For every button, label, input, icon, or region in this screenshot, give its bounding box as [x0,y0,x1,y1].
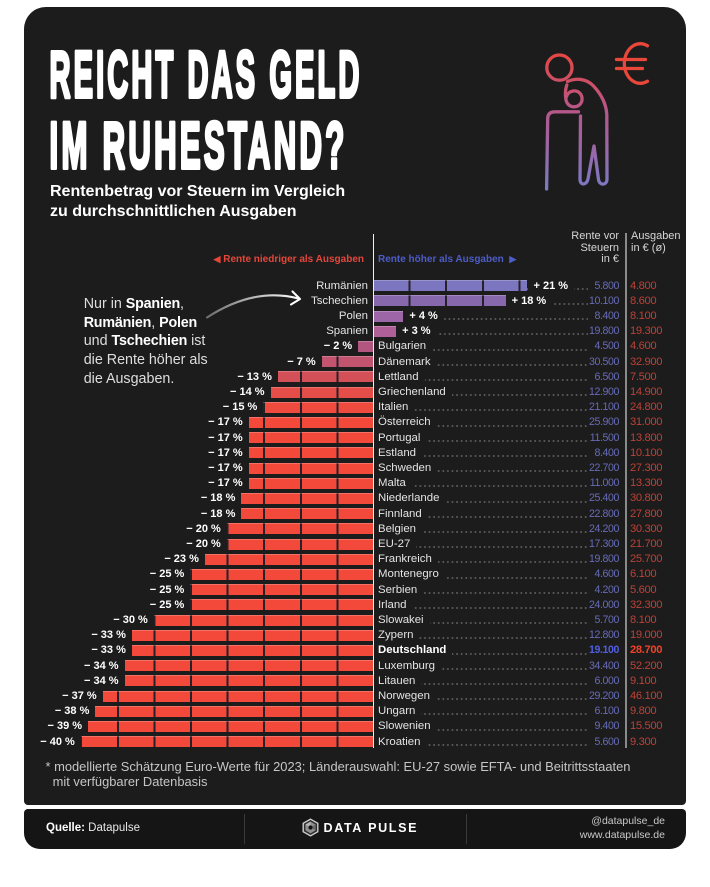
svg-text:REICHT DAS GELD: REICHT DAS GELD [50,37,363,111]
svg-text:IM RUHESTAND?: IM RUHESTAND? [50,108,348,182]
